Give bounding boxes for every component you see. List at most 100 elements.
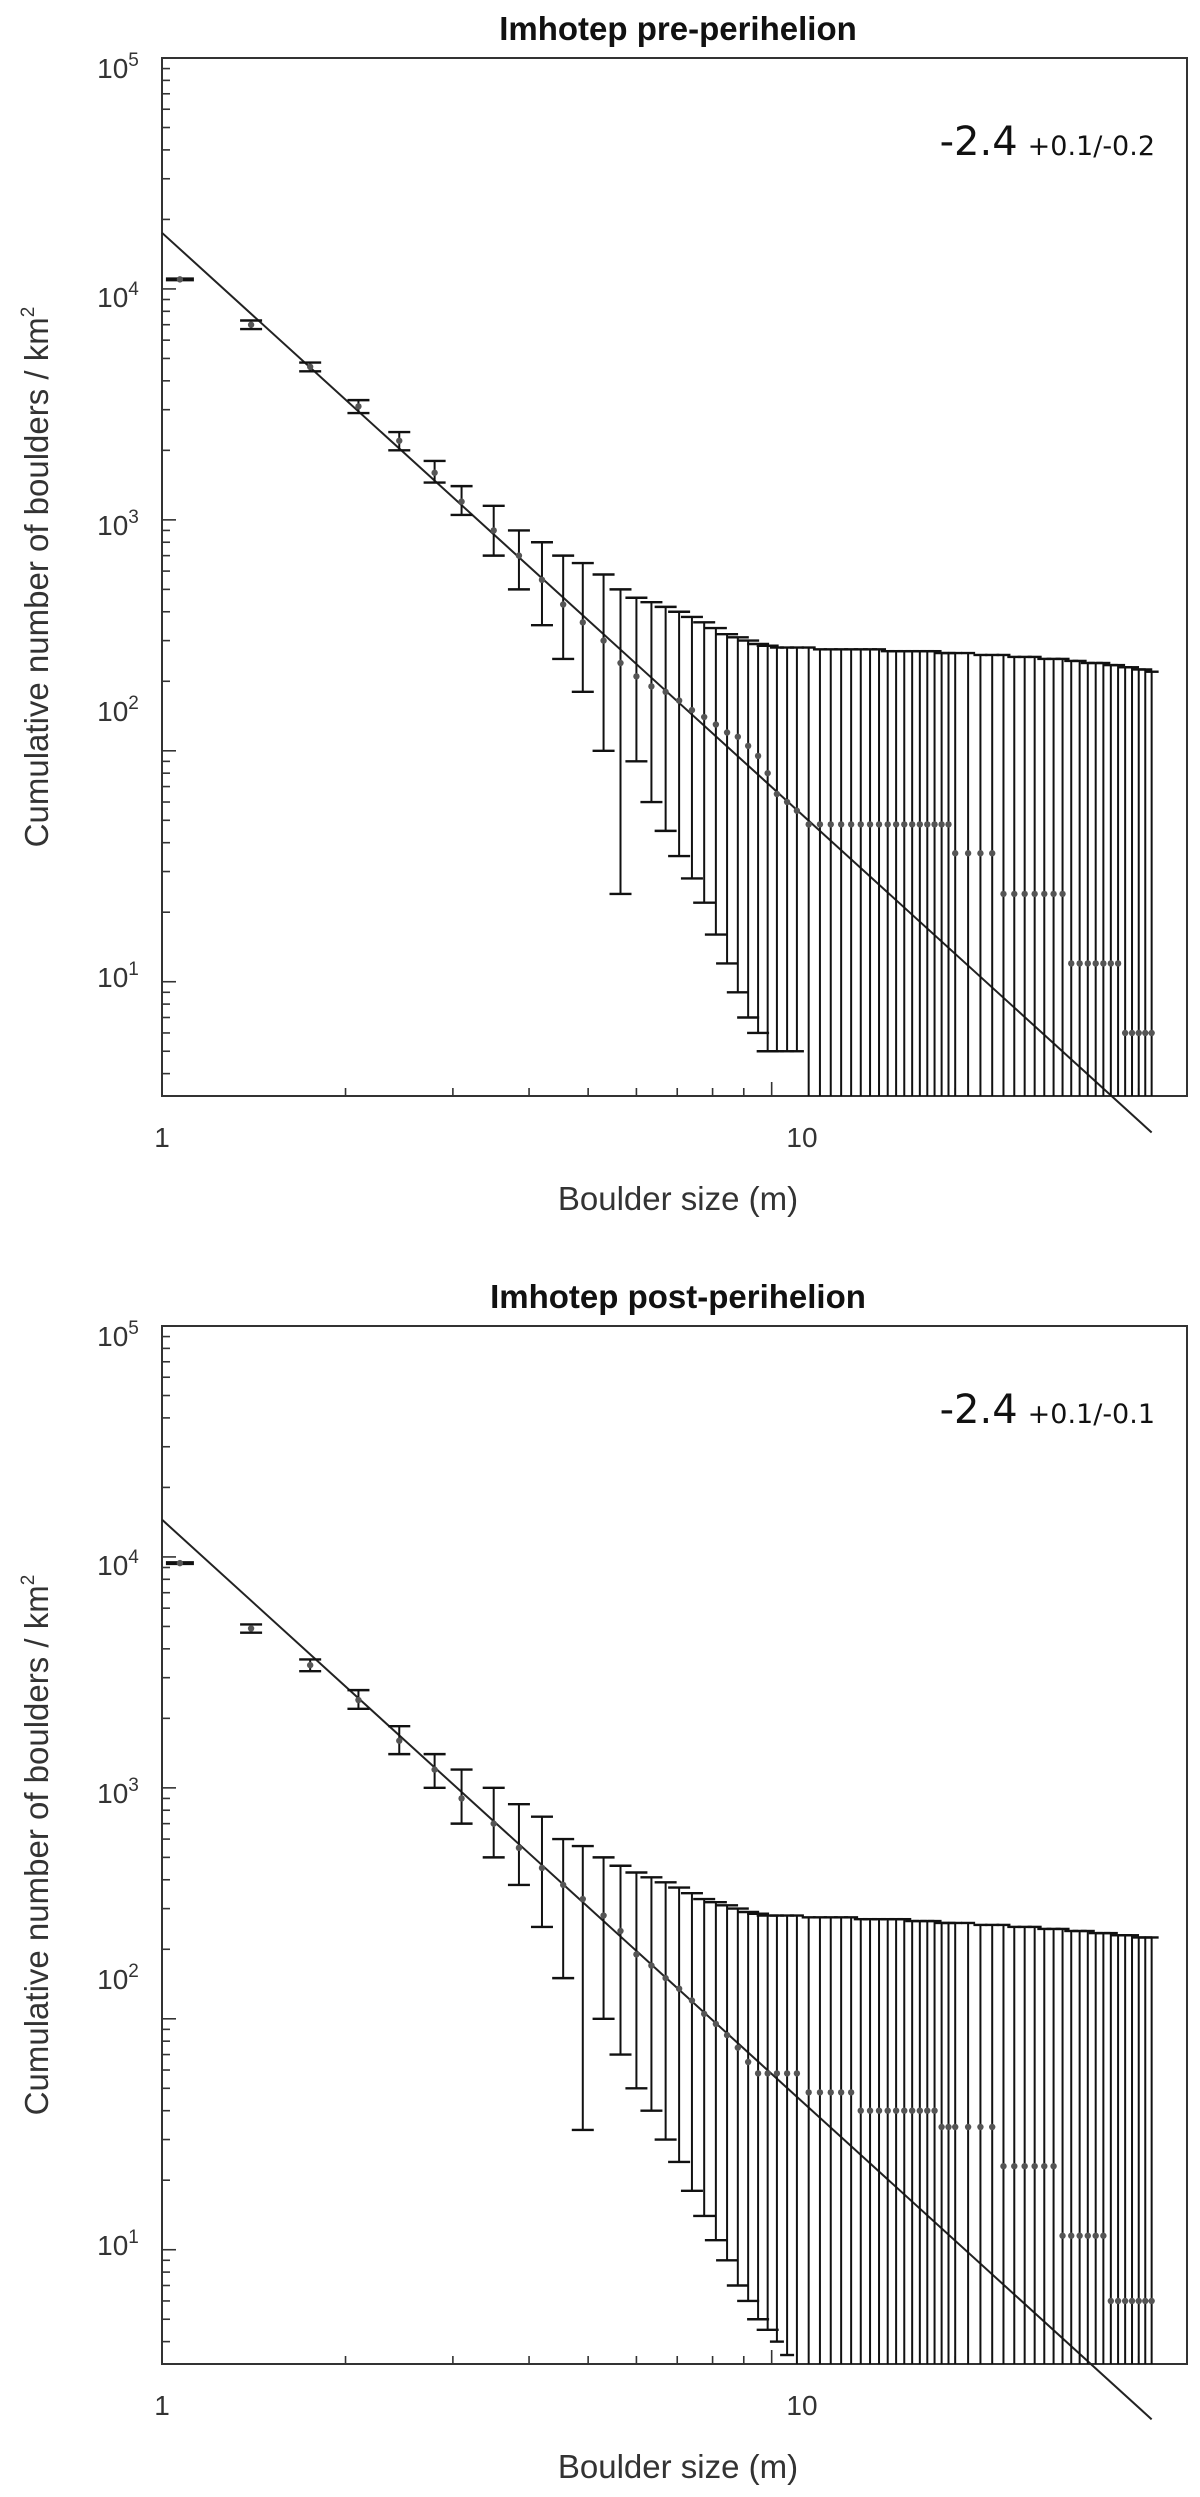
data-point — [816, 821, 824, 828]
data-point — [700, 713, 708, 721]
data-point — [1031, 890, 1038, 898]
data-point — [559, 601, 567, 608]
data-point — [773, 790, 781, 798]
data-point — [931, 821, 938, 828]
data-point — [837, 821, 845, 828]
data-point — [783, 2070, 791, 2077]
data-point — [793, 2070, 801, 2077]
data-point — [1092, 960, 1099, 967]
x-axis-label: Boulder size (m) — [558, 2448, 798, 2485]
x-tick-label: 10 — [786, 2390, 817, 2421]
x-tick-label: 1 — [154, 2390, 170, 2421]
data-point — [977, 2123, 984, 2131]
data-point — [734, 2044, 742, 2051]
svg-text:105: 105 — [97, 50, 139, 84]
data-point — [901, 821, 908, 828]
data-point — [1114, 960, 1122, 967]
y-tick-label: 101 102 103 104 105 — [97, 50, 139, 993]
data-point — [884, 2107, 891, 2114]
data-point — [1121, 1029, 1129, 1037]
data-point — [1000, 890, 1007, 898]
fit-line-path — [161, 1518, 1153, 2421]
data-points — [165, 1559, 1159, 2364]
data-point — [734, 733, 742, 740]
data-point — [1011, 2162, 1018, 2170]
data-point — [1011, 890, 1018, 898]
data-point — [901, 2107, 908, 2114]
data-point — [515, 1844, 523, 1852]
data-point — [247, 1625, 255, 1632]
data-point — [837, 2089, 845, 2096]
data-point — [1121, 2297, 1129, 2305]
data-point — [908, 821, 916, 828]
data-point — [1031, 2162, 1038, 2170]
svg-text:102: 102 — [97, 1961, 139, 1995]
x-tick-label: 10 — [786, 1122, 817, 1153]
data-point — [931, 2107, 938, 2114]
svg-text:101: 101 — [97, 959, 139, 993]
x-tick-label: 1 — [154, 1122, 170, 1153]
data-point — [662, 1974, 669, 1982]
data-point — [827, 821, 834, 828]
data-point — [754, 2070, 762, 2077]
data-point — [793, 807, 801, 814]
data-point — [538, 1864, 546, 1872]
data-point — [1068, 2232, 1075, 2239]
data-point — [908, 2107, 916, 2114]
data-point — [675, 697, 683, 704]
data-point — [1114, 2297, 1122, 2305]
data-point — [1128, 1029, 1136, 1037]
svg-text:104: 104 — [97, 1547, 139, 1581]
data-point — [924, 821, 931, 828]
svg-text:102: 102 — [97, 693, 139, 727]
data-point — [247, 321, 255, 328]
data-point — [712, 721, 720, 728]
data-point — [176, 276, 184, 283]
data-point — [355, 1696, 362, 1704]
data-point — [1000, 2162, 1007, 2170]
data-point — [827, 2089, 834, 2096]
data-point — [764, 769, 771, 777]
data-point — [700, 2010, 708, 2018]
data-point — [306, 1661, 314, 1669]
data-point — [648, 683, 655, 690]
data-point — [951, 2123, 959, 2131]
data-point — [1084, 2232, 1091, 2239]
data-point — [723, 2031, 731, 2039]
svg-text:103: 103 — [97, 1775, 139, 1809]
data-point — [1142, 1029, 1149, 1037]
data-point — [1135, 2297, 1142, 2305]
data-point — [579, 619, 586, 626]
slope-annotation: -2.4 +0.1/-0.2 — [940, 119, 1155, 165]
data-point — [600, 637, 607, 644]
axis-ticks — [161, 1325, 1140, 2364]
data-point — [951, 850, 959, 857]
data-point — [744, 2058, 752, 2066]
data-point — [764, 2070, 771, 2077]
data-point — [916, 821, 924, 828]
data-point — [989, 850, 996, 857]
data-point — [1050, 2162, 1057, 2170]
fit-line-path — [161, 232, 1153, 1134]
data-point — [1135, 1029, 1142, 1037]
svg-text:103: 103 — [97, 507, 139, 541]
data-point — [1107, 960, 1115, 967]
data-points — [165, 276, 1159, 1096]
data-point — [773, 2070, 781, 2077]
data-point — [688, 706, 696, 714]
data-point — [1142, 2297, 1149, 2305]
data-point — [559, 1881, 567, 1889]
data-point — [633, 1951, 640, 1958]
data-point — [515, 552, 523, 559]
data-point — [1068, 960, 1075, 967]
data-point — [1084, 960, 1091, 967]
data-point — [1076, 2232, 1083, 2239]
data-point — [892, 2107, 900, 2114]
data-point — [945, 2123, 952, 2131]
svg-text:101: 101 — [97, 2227, 139, 2261]
data-point — [866, 821, 874, 828]
data-point — [431, 469, 438, 476]
data-point — [431, 1766, 438, 1773]
data-point — [306, 363, 314, 371]
